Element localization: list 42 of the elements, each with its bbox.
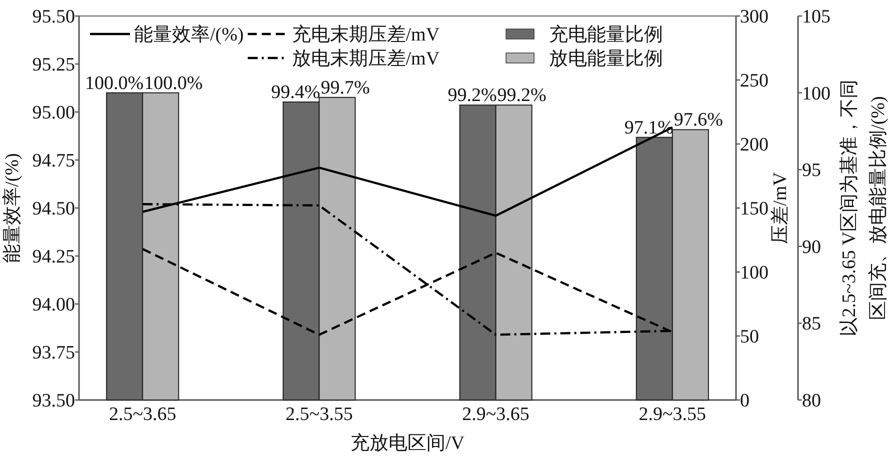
y3-tick-label: 100 bbox=[802, 83, 830, 104]
y-tick-label: 94.50 bbox=[32, 198, 75, 220]
y-tick-label: 95.50 bbox=[32, 6, 75, 28]
y2-tick-label: 150 bbox=[740, 198, 768, 220]
y2-tick-label: 200 bbox=[740, 134, 768, 156]
y-tick-label: 94.75 bbox=[32, 150, 75, 172]
x-tick-label: 2.9~3.65 bbox=[462, 404, 530, 425]
y-tick-label: 95.25 bbox=[32, 54, 75, 76]
y-axis-title: 能量效率/(%) bbox=[1, 153, 23, 263]
y2-tick-label: 250 bbox=[740, 70, 768, 92]
y2-tick-label: 100 bbox=[740, 262, 768, 284]
y3-tick-label: 105 bbox=[802, 6, 830, 28]
y2-axis-title: 压差/mV bbox=[770, 172, 791, 244]
y-tick-label: 94.25 bbox=[32, 246, 75, 268]
y2-tick-label: 0 bbox=[740, 390, 750, 412]
data-label: 99.4% bbox=[271, 82, 320, 104]
x-tick-label: 2.5~3.65 bbox=[108, 404, 176, 425]
legend-label: 充电能量比例 bbox=[549, 24, 664, 46]
legend-label: 能量效率/(%) bbox=[134, 24, 244, 46]
x-tick-label: 2.5~3.55 bbox=[286, 404, 353, 425]
y-tick-label: 93.50 bbox=[32, 390, 75, 412]
legend-label: 放电能量比例 bbox=[549, 48, 664, 70]
data-label: 97.6% bbox=[674, 110, 724, 131]
data-label: 100.0% bbox=[144, 72, 203, 94]
data-label: 100.0% bbox=[85, 72, 144, 94]
y3-axis-title: 以2.5~3.65 V区间为基准，不同区间充、放电能量比例/(%) bbox=[839, 80, 889, 336]
y2-tick-label: 300 bbox=[740, 6, 768, 28]
y3-tick-label: 95 bbox=[802, 160, 821, 182]
x-tick-label: 2.9~3.55 bbox=[638, 404, 706, 425]
legend-label: 充电末期压差/mV bbox=[292, 24, 440, 46]
data-label: 99.2% bbox=[497, 85, 547, 106]
y-tick-label: 94.00 bbox=[32, 294, 75, 316]
y2-tick-label: 50 bbox=[740, 326, 759, 348]
y3-tick-label: 90 bbox=[802, 236, 821, 258]
legend-label: 放电末期压差/mV bbox=[292, 48, 440, 70]
data-label: 99.7% bbox=[320, 77, 370, 98]
y3-tick-label: 80 bbox=[802, 390, 821, 412]
x-axis-title: 充放电区间/V bbox=[350, 432, 465, 454]
data-label: 99.2% bbox=[448, 85, 497, 106]
y-tick-label: 95.00 bbox=[32, 102, 75, 124]
y-tick-label: 93.75 bbox=[32, 342, 75, 364]
y3-tick-label: 85 bbox=[802, 314, 821, 335]
